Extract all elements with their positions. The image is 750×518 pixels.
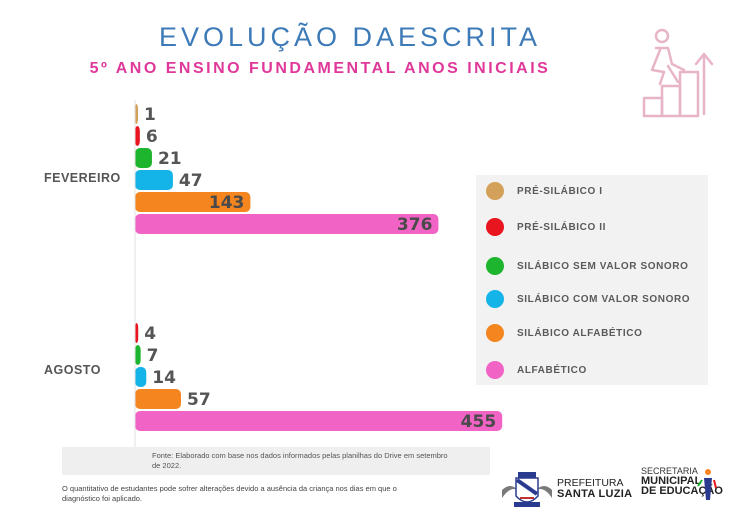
- legend-swatch: [486, 257, 504, 275]
- source-note: Fonte: Elaborado com base nos dados info…: [62, 447, 490, 475]
- footnote-line-1: O quantitativo de estudantes pode sofrer…: [62, 484, 397, 493]
- value-label-fevereiro-2: 21: [158, 149, 182, 169]
- legend-swatch: [486, 324, 504, 342]
- category-label-fevereiro: FEVEREIRO: [44, 171, 121, 185]
- bar-fevereiro-4: [135, 192, 251, 212]
- secretaria-line-3: DE EDUCAÇÃO: [641, 485, 723, 497]
- bar-agosto-2: [135, 345, 141, 365]
- legend-label: ALFABÉTICO: [517, 364, 587, 376]
- legend-item-silabico-alfabetico: SILÁBICO ALFABÉTICO: [486, 323, 642, 343]
- coat-of-arms-icon: [502, 472, 552, 507]
- bar-fevereiro-5: [135, 214, 439, 234]
- legend-label: SILÁBICO COM VALOR SONORO: [517, 293, 691, 305]
- legend-label: SILÁBICO ALFABÉTICO: [517, 327, 643, 339]
- value-label-fevereiro-1: 6: [146, 127, 158, 147]
- secretaria-line-1: SECRETARIA: [641, 466, 698, 476]
- bar-fevereiro-1: [135, 126, 140, 146]
- value-label-agosto-5: 455: [461, 412, 497, 432]
- value-label-agosto-2: 7: [147, 346, 159, 366]
- person-climbing-stairs-icon: [642, 28, 714, 118]
- bar-agosto-1: [135, 323, 139, 343]
- legend-label: SILÁBICO SEM VALOR SONORO: [517, 260, 689, 272]
- prefeitura-line-1: PREFEITURA: [557, 477, 624, 489]
- source-line-2: de 2022.: [152, 461, 182, 470]
- legend-swatch: [486, 290, 504, 308]
- bar-agosto-4: [135, 389, 181, 409]
- chart-subtitle: 5º ANO ENSINO FUNDAMENTAL ANOS INICIAIS: [89, 60, 551, 77]
- value-label-fevereiro-4: 143: [209, 193, 245, 213]
- bar-fevereiro-2: [135, 148, 152, 168]
- footnote-line-2: diagnóstico foi aplicado.: [62, 494, 143, 503]
- legend-label: PRÉ-SILÁBICO II: [517, 221, 607, 233]
- bar-fevereiro-0: [135, 104, 138, 124]
- secretaria-logo-text: SECRETARIA MUNICIPAL DE EDUCAÇÃO: [641, 466, 723, 497]
- legend-item-silabico-com-valor: SILÁBICO COM VALOR SONORO: [486, 289, 690, 309]
- chart-title: EVOLUÇÃO DAESCRITA: [158, 22, 542, 52]
- legend-item-pre-silabico-2: PRÉ-SILÁBICO II: [486, 217, 606, 237]
- prefeitura-logo-text: PREFEITURA SANTA LUZIA: [557, 478, 632, 500]
- value-label-agosto-4: 57: [187, 390, 211, 410]
- secretaria-line-2: MUNICIPAL: [641, 475, 702, 487]
- legend-swatch: [486, 182, 504, 200]
- category-label-agosto: AGOSTO: [44, 363, 101, 377]
- prefeitura-line-2: SANTA LUZIA: [557, 488, 633, 500]
- legend-item-alfabetico: ALFABÉTICO: [486, 360, 587, 380]
- value-label-fevereiro-3: 47: [179, 171, 203, 191]
- bar-fevereiro-3: [135, 170, 173, 190]
- legend-label: PRÉ-SILÁBICO I: [517, 185, 603, 197]
- legend-swatch: [486, 218, 504, 236]
- legend-item-silabico-sem-valor: SILÁBICO SEM VALOR SONORO: [486, 256, 689, 276]
- value-label-fevereiro-0: 1: [144, 105, 156, 125]
- bar-agosto-5: [135, 411, 503, 431]
- legend-item-pre-silabico-1: PRÉ-SILÁBICO I: [486, 181, 603, 201]
- value-label-agosto-3: 14: [152, 368, 176, 388]
- legend-swatch: [486, 361, 504, 379]
- value-label-agosto-1: 4: [144, 324, 156, 344]
- source-line-1: Fonte: Elaborado com base nos dados info…: [152, 451, 448, 460]
- value-label-fevereiro-5: 376: [397, 215, 433, 235]
- chart-legend: PRÉ-SILÁBICO I PRÉ-SILÁBICO II SILÁBICO …: [476, 175, 708, 385]
- bar-agosto-3: [135, 367, 147, 387]
- footnote: O quantitativo de estudantes pode sofrer…: [62, 484, 462, 504]
